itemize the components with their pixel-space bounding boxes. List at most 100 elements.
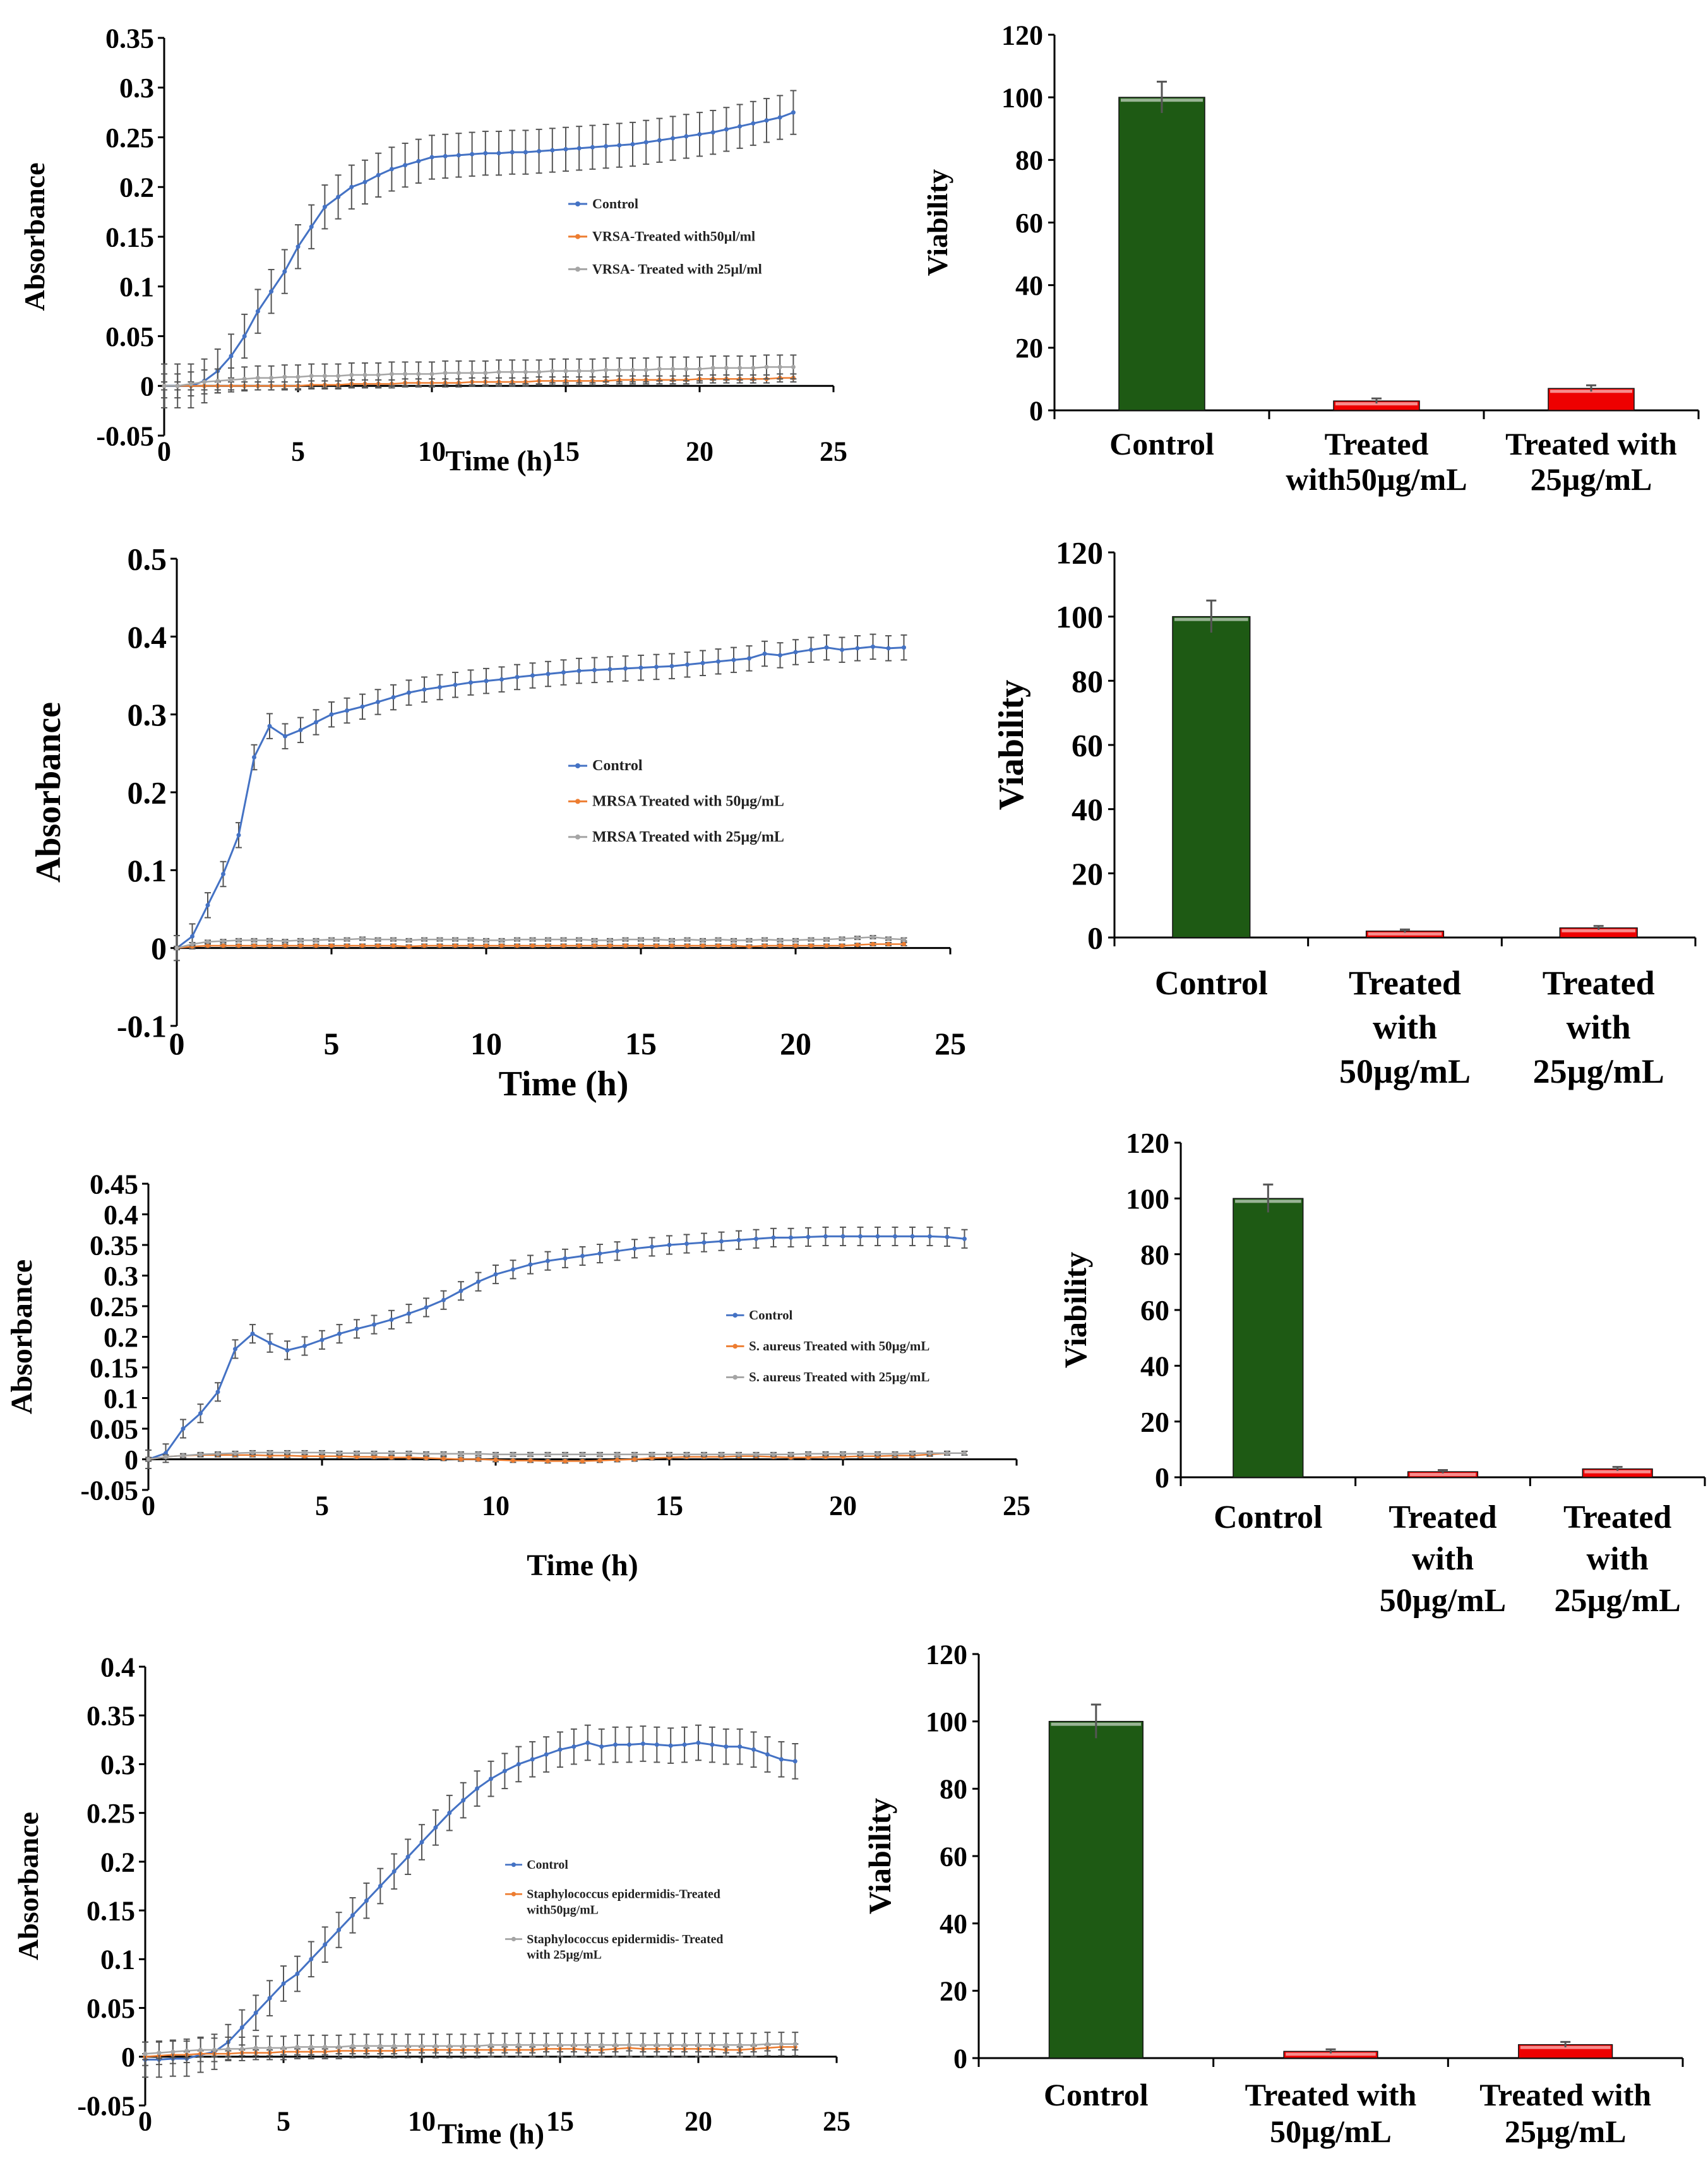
data-point	[858, 1234, 863, 1239]
y-tick-label: 0.05	[105, 321, 154, 352]
data-point	[754, 1452, 758, 1457]
data-point	[684, 1241, 689, 1246]
data-point	[281, 2045, 286, 2051]
y-tick-label: 0.35	[105, 23, 154, 54]
series-3	[145, 1450, 968, 1462]
y-axis-title: Viability	[1058, 1252, 1093, 1368]
data-point	[685, 662, 690, 667]
data-point	[205, 943, 210, 948]
y-tick-label: 0.15	[90, 1352, 138, 1383]
x-tick-label: 10	[482, 1491, 510, 1521]
legend-marker	[511, 1936, 517, 1942]
y-tick-label: 0.3	[128, 697, 167, 732]
data-point	[510, 369, 515, 374]
data-point	[580, 1452, 585, 1457]
data-point	[198, 1411, 203, 1416]
data-point	[871, 644, 875, 649]
data-point	[840, 1451, 845, 1456]
y-tick-label: 0	[1087, 920, 1103, 956]
data-point	[654, 2042, 659, 2047]
y-axis-title: Viability	[921, 169, 953, 277]
data-point	[403, 371, 408, 376]
data-point	[441, 1456, 446, 1462]
data-point	[738, 1744, 743, 1749]
data-point	[336, 194, 341, 199]
y-tick-label: -0.1	[117, 1009, 167, 1044]
bar	[1118, 97, 1205, 411]
data-point	[762, 937, 767, 942]
data-point	[875, 1451, 880, 1456]
data-point	[667, 1242, 672, 1247]
data-point	[697, 366, 702, 371]
data-point	[242, 376, 247, 381]
data-point	[738, 124, 743, 129]
y-tick-label: 0	[953, 2043, 967, 2074]
data-point	[607, 938, 612, 943]
y-tick-label: 120	[926, 1639, 967, 1670]
y-tick-label: -0.05	[77, 2090, 135, 2121]
data-point	[855, 646, 860, 651]
data-point	[453, 937, 458, 942]
y-tick-label: 0.3	[100, 1749, 135, 1780]
data-point	[855, 936, 860, 941]
legend-label: Staphylococcus epidermidis- Treated with …	[527, 1932, 723, 1962]
data-point	[668, 1743, 673, 1748]
data-point	[252, 755, 256, 759]
series-1	[145, 1226, 968, 1470]
bar-highlight	[1520, 2045, 1611, 2049]
bar-group-2	[1283, 2048, 1378, 2059]
y-tick-label: 60	[940, 1841, 967, 1872]
category-label: Control	[1109, 426, 1214, 461]
y-tick-label: -0.05	[80, 1475, 138, 1506]
data-point	[360, 943, 365, 948]
x-axis-title: Time (h)	[445, 444, 552, 477]
data-point	[453, 682, 458, 688]
y-tick-label: 0.1	[119, 271, 154, 302]
bar-highlight	[1409, 1473, 1476, 1477]
data-point	[738, 2042, 743, 2047]
data-point	[684, 1452, 689, 1457]
data-point	[378, 2044, 383, 2049]
data-point	[458, 1457, 463, 1462]
data-point	[762, 651, 767, 656]
y-tick-label: 0.3	[104, 1261, 138, 1292]
sepidermidis-viability-chart: 0 20 40 60 80 100 120 Viability Control Treated w…	[862, 1622, 1708, 2173]
y-tick-label: 0.5	[128, 542, 167, 577]
data-point	[188, 381, 193, 386]
data-point	[493, 1452, 498, 1457]
bar-group-3	[1518, 2040, 1613, 2059]
data-point	[597, 1458, 602, 1463]
data-point	[657, 366, 662, 371]
data-point	[544, 2042, 549, 2047]
data-point	[623, 943, 628, 948]
data-point	[613, 1742, 618, 1747]
x-axis-title: Time (h)	[499, 1064, 629, 1104]
legend-label: Control	[749, 1307, 792, 1323]
data-point	[483, 371, 488, 376]
data-point	[544, 1752, 549, 1757]
data-point	[170, 2049, 176, 2054]
data-point	[871, 934, 875, 939]
data-point	[576, 669, 582, 674]
series-line	[145, 2043, 796, 2055]
data-point	[345, 943, 349, 948]
data-point	[840, 936, 844, 941]
y-tick-label: 0.25	[90, 1291, 138, 1322]
data-point	[669, 943, 674, 948]
data-point	[320, 1450, 325, 1455]
data-point	[349, 372, 354, 378]
data-point	[391, 2044, 397, 2049]
data-point	[778, 943, 782, 948]
series-1	[174, 633, 907, 961]
data-point	[336, 374, 341, 378]
legend-marker	[575, 799, 580, 804]
y-tick-label: 20	[940, 1976, 967, 2007]
data-point	[443, 153, 448, 158]
data-point	[438, 937, 442, 942]
data-point	[962, 1451, 967, 1456]
data-point	[792, 1759, 797, 1764]
data-point	[597, 1251, 602, 1256]
data-point	[928, 1451, 932, 1456]
data-point	[499, 938, 504, 943]
data-point	[364, 1898, 369, 1903]
